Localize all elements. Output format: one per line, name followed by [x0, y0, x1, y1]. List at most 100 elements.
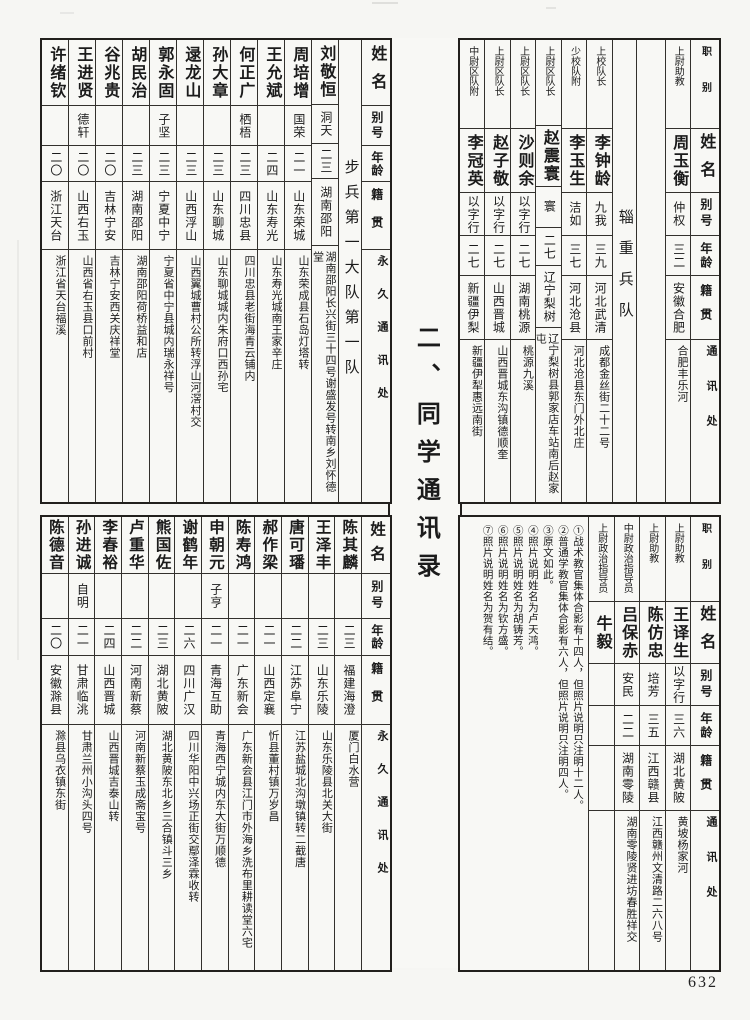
- person-age-cell: 二三: [177, 146, 203, 182]
- person-addr-cell: 黄坡杨家河: [666, 811, 691, 970]
- cell-text: 沙则余: [515, 133, 533, 188]
- cell-text: 赵震寰: [540, 128, 558, 183]
- person-column: 唐可璠 二二 江苏阜宁 江苏盐城北沟墩镇转二截唐: [280, 517, 308, 970]
- cell-text: 许绪钦: [47, 45, 65, 100]
- cell-text: 湖南桃源: [516, 281, 531, 334]
- cell-text: 厦门白水营: [347, 730, 359, 788]
- cell-text: 山西翼城曹村公所转浮山河滘村交: [189, 255, 201, 428]
- cell-text: 谢鹤年: [180, 518, 198, 572]
- person-name-cell: 王泽丰: [308, 517, 335, 574]
- person-alias-cell: 自明: [68, 574, 95, 619]
- person-name-cell: 申朝元: [201, 517, 228, 574]
- cell-text: 三七: [567, 242, 582, 269]
- scan-artifact: [60, 12, 74, 14]
- cell-text: 山东聊城城内朱府口西孙宅: [216, 255, 228, 393]
- cell-text: 少校队附: [568, 46, 580, 86]
- person-rank-cell: 中尉政治指导员: [614, 517, 639, 602]
- cell-text: 申朝元: [206, 518, 224, 572]
- person-alias-cell: [335, 574, 361, 619]
- cell-text: 国荣: [291, 112, 306, 139]
- person-alias-cell: [258, 106, 284, 146]
- person-native-cell: 湖北黄陂: [665, 746, 690, 811]
- cell-text: 二一: [291, 150, 306, 177]
- footnote: ③原文如此。: [541, 525, 553, 591]
- person-name-cell: 陈仿忠: [640, 602, 665, 664]
- cell-text: 别号: [698, 668, 713, 701]
- person-native-cell: 四川忠县: [231, 182, 257, 250]
- person-addr-cell: [589, 811, 614, 970]
- person-column: 少校队附 李玉生 洁如 三七 河北沧县 河北沧县东门外北庄: [560, 40, 587, 502]
- person-age-cell: 二一: [201, 619, 228, 656]
- header-rank: 职别: [691, 517, 719, 602]
- cell-text: 陈仿忠: [644, 605, 662, 660]
- cell-text: 浙江省天台福溪: [54, 255, 66, 336]
- cell-text: 姓名: [368, 44, 386, 101]
- cell-text: 赵子敬: [490, 133, 508, 188]
- cell-text: 山东乐陵县北关大街: [320, 730, 333, 834]
- cell-text: 上尉区队长: [543, 46, 555, 96]
- person-age-cell: 二三: [204, 146, 230, 182]
- cell-text: 二二: [288, 624, 303, 650]
- cell-text: 四川忠县: [237, 189, 252, 242]
- person-age-cell: 二三: [148, 619, 175, 656]
- person-alias-cell: [204, 106, 230, 146]
- person-name-cell: 谢鹤年: [175, 517, 201, 574]
- cell-text: 年龄: [369, 624, 384, 650]
- cell-text: 山东荣成县石岛灯塔转: [297, 255, 309, 370]
- cell-text: 郭永固: [155, 45, 173, 100]
- cell-text: 上校队长: [593, 46, 605, 86]
- person-age-cell: 二三: [123, 146, 149, 182]
- cell-text: 安民: [620, 671, 635, 698]
- person-column: 刘敬恒 洞天 二三 湖南邵阳 湖南邵阳长兴街三十四号谢盛发号转南乡刘怀德堂: [311, 40, 338, 502]
- cell-text: 李钟龄: [591, 133, 609, 188]
- person-native-cell: 江苏阜宁: [281, 656, 308, 725]
- person-native-cell: 辽宁梨树: [536, 266, 561, 328]
- person-name-cell: 王进贤: [69, 40, 95, 106]
- cell-text: 三九: [593, 242, 608, 269]
- cell-text: 黄坡杨家河: [676, 816, 688, 874]
- person-native-cell: 山西晋城: [485, 276, 510, 340]
- person-alias-cell: 洁如: [561, 193, 587, 236]
- cell-text: 山西右玉: [75, 189, 90, 242]
- cell-text: 二三: [315, 624, 330, 650]
- person-column: 王泽丰 二三 山东乐陵 山东乐陵县北关大街: [307, 517, 335, 970]
- person-age-cell: 二三: [312, 144, 338, 179]
- header-column: 职别 姓名 别号 年龄 籍贯 通讯处: [690, 40, 719, 502]
- person-age-cell: 二三: [231, 146, 257, 182]
- person-age-cell: 三七: [561, 236, 587, 276]
- cell-text: 周培增: [290, 45, 308, 100]
- person-addr-cell: 山西省右玉县口前村: [69, 250, 95, 502]
- footnote: ⑥照片说明姓名为钦方盛。: [496, 525, 508, 657]
- page-number: 632: [688, 974, 718, 991]
- person-addr-cell: 山东乐陵县北关大街: [309, 725, 335, 970]
- person-native-cell: 山东寿光: [258, 182, 284, 250]
- cell-text: 甘肃兰州小沟头四号: [80, 730, 93, 834]
- cell-text: 郝作梁: [260, 518, 278, 572]
- person-addr-cell: 湖南零陵贤进坊春胜祥交: [615, 811, 640, 970]
- cell-text: 二三: [129, 150, 144, 177]
- person-alias-cell: [121, 574, 148, 619]
- cell-text: 山东荣城: [291, 189, 306, 242]
- person-native-cell: 湖南邵阳: [123, 182, 149, 250]
- person-name-cell: 王允斌: [258, 40, 284, 106]
- cell-text: 上尉助教: [672, 523, 684, 563]
- person-name-cell: 陈其麟: [335, 517, 361, 574]
- cell-text: 三二: [671, 242, 686, 269]
- person-age-cell: 二七: [485, 236, 510, 276]
- cell-text: 湖南零陵: [620, 752, 635, 804]
- person-alias-cell: 以字行: [665, 664, 690, 706]
- person-addr-cell: 厦门白水营: [335, 725, 361, 970]
- person-column: 上尉区队长 赵子敬 以字行 二七 山西晋城 山西晋城东沟镇德顺奎: [484, 40, 510, 502]
- person-native-cell: 四川广汉: [175, 656, 201, 725]
- person-addr-cell: 河北沧县东门外北庄: [562, 340, 586, 502]
- person-alias-cell: 寰: [536, 187, 561, 229]
- person-native-cell: 河北沧县: [561, 276, 587, 340]
- cell-text: 青海互助: [208, 664, 223, 716]
- person-addr-cell: 新疆伊犁惠远南街: [460, 340, 484, 502]
- cell-text: 二一: [208, 624, 223, 650]
- cell-text: 二三: [237, 150, 252, 177]
- footnotes: ①战术教官集体合影有十四人，但照片说明只注明十二人。 ②普通学教官集体合影有六人…: [478, 517, 588, 970]
- person-column: 陈寿鸿 二一 广东新会 广东新会县江门市外海乡洗布里耕读堂六宅: [227, 517, 255, 970]
- person-native-cell: 广东新会: [228, 656, 255, 725]
- header-native-place: 籍贯: [691, 276, 719, 340]
